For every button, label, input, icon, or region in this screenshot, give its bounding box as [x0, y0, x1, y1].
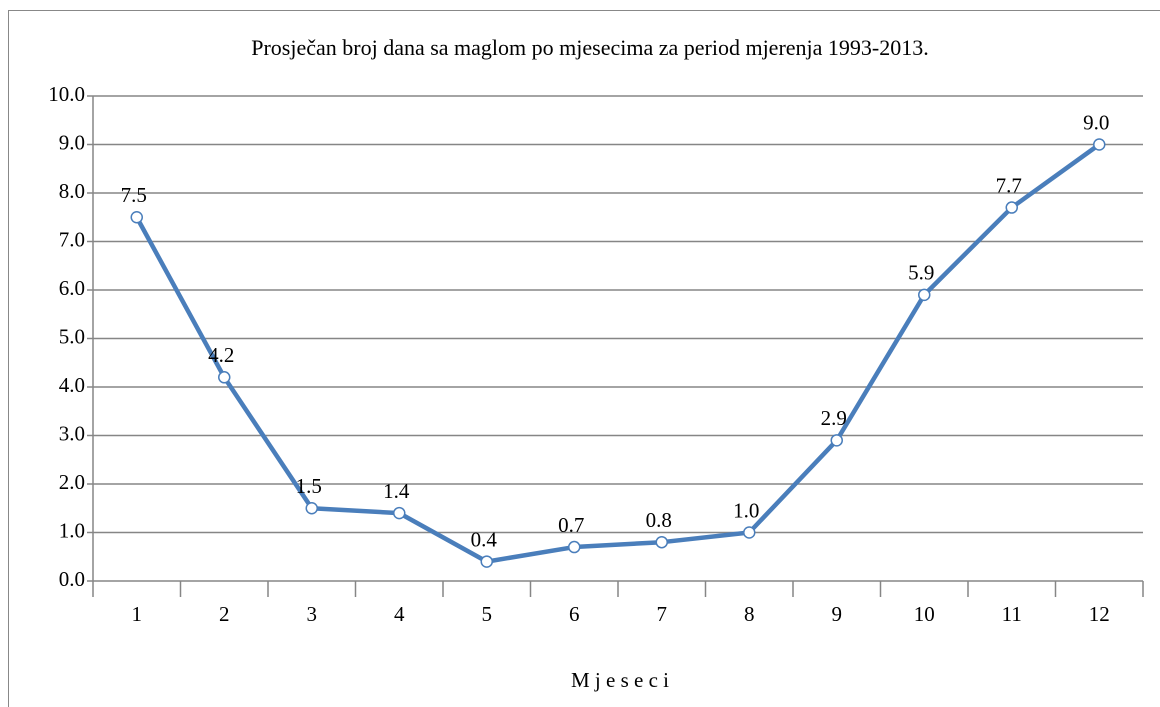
- x-tick-label: 6: [569, 602, 580, 626]
- x-tick-label: 7: [657, 602, 668, 626]
- x-axis-label: M j e s e c i: [571, 668, 669, 692]
- y-tick-label: 6.0: [59, 276, 85, 300]
- marker: [918, 288, 931, 302]
- marker: [218, 371, 231, 384]
- marker: [568, 540, 581, 554]
- data-label: 0.7: [558, 513, 584, 537]
- data-label: 7.7: [996, 173, 1022, 197]
- y-tick-label: 2.0: [59, 470, 85, 494]
- marker: [1005, 201, 1018, 214]
- x-tick-label: 3: [307, 602, 318, 626]
- marker: [1093, 138, 1106, 151]
- data-label: 9.0: [1083, 110, 1109, 134]
- x-tick-label: 11: [1002, 602, 1022, 626]
- marker: [130, 211, 143, 224]
- marker: [305, 502, 318, 515]
- marker: [393, 506, 406, 520]
- y-tick-label: 9.0: [59, 130, 85, 154]
- y-tick-label: 1.0: [59, 518, 85, 542]
- marker: [743, 526, 756, 539]
- x-tick-label: 4: [394, 602, 405, 626]
- x-tick-label: 5: [482, 602, 493, 626]
- x-tick-label: 12: [1089, 602, 1110, 626]
- data-label: 2.9: [821, 406, 847, 430]
- data-label: 1.0: [733, 498, 759, 522]
- data-label: 1.5: [296, 474, 322, 498]
- y-tick-label: 3.0: [59, 421, 85, 445]
- marker: [480, 555, 493, 568]
- y-tick-label: 8.0: [59, 179, 85, 203]
- data-label: 7.5: [121, 183, 147, 207]
- x-tick-label: 8: [744, 602, 755, 626]
- x-tick-label: 1: [132, 602, 143, 626]
- x-tick-label: 2: [219, 602, 230, 626]
- y-tick-label: 0.0: [59, 567, 85, 591]
- chart-border: [8, 10, 1160, 707]
- y-tick-label: 7.0: [59, 227, 85, 251]
- marker: [830, 434, 843, 447]
- y-tick-label: 4.0: [59, 373, 85, 397]
- x-tick-label: 9: [832, 602, 843, 626]
- x-tick-label: 10: [914, 602, 935, 626]
- data-label: 0.8: [646, 508, 672, 532]
- data-label: 1.4: [383, 479, 410, 503]
- data-label: 4.2: [208, 343, 234, 367]
- y-tick-label: 5.0: [59, 324, 85, 348]
- data-label: 0.4: [471, 527, 498, 551]
- data-label: 5.9: [908, 261, 934, 285]
- chart-title: Prosječan broj dana sa maglom po mjeseci…: [251, 35, 929, 60]
- line: [134, 142, 1101, 564]
- y-tick-label: 10.0: [48, 82, 85, 106]
- marker: [655, 535, 668, 549]
